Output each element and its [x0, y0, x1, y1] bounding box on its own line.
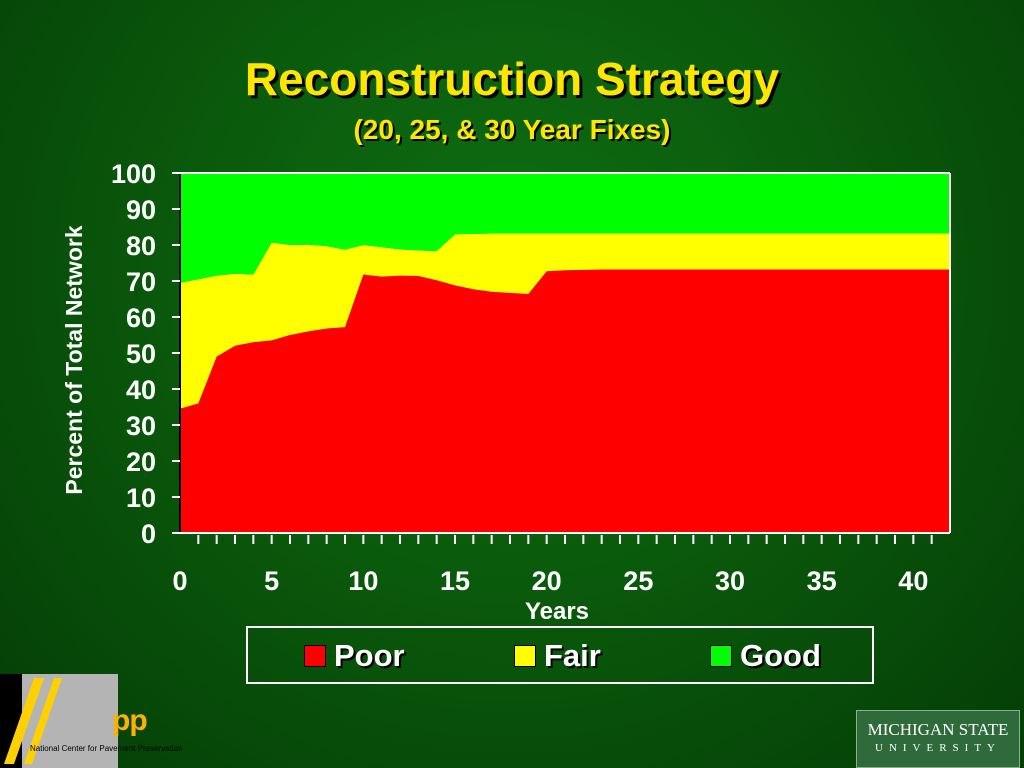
area-poor: [180, 269, 950, 533]
x-tick-label: 0: [172, 566, 187, 596]
y-tick-label: 60: [126, 303, 156, 333]
legend-item-good: Good: [710, 638, 821, 673]
y-tick-label: 90: [126, 195, 156, 225]
x-tick-label: 15: [440, 566, 470, 596]
x-tick-label: 5: [264, 566, 279, 596]
road-stripes-icon: [4, 678, 62, 764]
y-tick-label: 30: [126, 411, 156, 441]
msu-logo-line1: MICHIGAN STATE: [867, 720, 1009, 739]
x-tick-label: 30: [715, 566, 745, 596]
ncpp-logo-letters: pp: [112, 704, 148, 737]
slide-subtitle: (20, 25, & 30 Year Fixes): [353, 114, 671, 145]
stacked-area-chart: 0 10 20 30 40 50 60 70 80 90 100 0 5 10 15 20 25 30 35 40 Ye…: [61, 159, 951, 625]
area-good: [180, 173, 950, 283]
legend-swatch-poor: [304, 645, 326, 667]
area-fair: [180, 233, 950, 409]
x-tick-label: 20: [532, 566, 562, 596]
legend-label-good: Good: [740, 638, 821, 673]
y-tick-label: 100: [111, 159, 156, 189]
legend-item-poor: Poor: [304, 638, 405, 673]
slide-title: Reconstruction Strategy: [244, 53, 780, 105]
ncpp-logo-caption: National Center for Pavement Preservatio…: [30, 744, 183, 753]
x-tick-label: 35: [807, 566, 837, 596]
y-tick-label: 40: [126, 375, 156, 405]
ncpp-logo: pp National Center for Pavement Preserva…: [0, 674, 183, 768]
msu-logo: MICHIGAN STATE UNIVERSITY: [856, 710, 1020, 768]
legend-swatch-good: [710, 645, 732, 667]
legend-item-fair: Fair: [514, 638, 601, 673]
x-tick-label: 40: [898, 566, 928, 596]
x-axis-title: Years: [525, 598, 589, 625]
x-tick-label: 10: [348, 566, 378, 596]
y-tick-label: 0: [141, 519, 156, 549]
msu-logo-line2: UNIVERSITY: [875, 742, 1001, 754]
y-tick-label: 50: [126, 339, 156, 369]
y-tick-label: 80: [126, 231, 156, 261]
y-tick-label: 20: [126, 447, 156, 477]
legend-label-poor: Poor: [334, 638, 405, 673]
legend-label-fair: Fair: [544, 638, 601, 673]
y-axis-title: Percent of Total Network: [61, 225, 87, 494]
y-tick-label: 10: [126, 483, 156, 513]
x-tick-label: 25: [623, 566, 653, 596]
legend-swatch-fair: [514, 645, 536, 667]
y-tick-label: 70: [126, 267, 156, 297]
chart-legend: Poor Fair Good: [246, 626, 874, 684]
